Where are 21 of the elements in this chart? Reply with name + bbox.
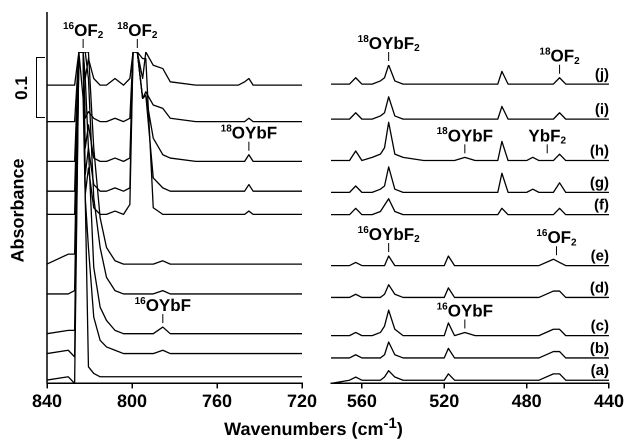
- legend-label: (e): [590, 248, 609, 265]
- series-label: (d): [590, 279, 609, 296]
- x-tick-label: 720: [286, 391, 318, 412]
- x-axis-title: Wavenumbers (cm$^{-1}$): [223, 414, 404, 439]
- series-label: (i): [594, 101, 609, 118]
- legend-label: (j): [594, 66, 609, 84]
- x-tick-label: 560: [346, 391, 377, 412]
- series-label: (b): [590, 340, 609, 357]
- x-tick-label: 520: [429, 391, 460, 412]
- series-label: (h): [590, 142, 609, 160]
- series-label: (f): [594, 196, 609, 214]
- y-axis-title: Absorbance: [8, 157, 28, 265]
- series-label: (a): [590, 362, 609, 380]
- x-tick-label: 480: [512, 391, 542, 412]
- x-tick-label: 440: [594, 391, 624, 412]
- text: 0.1: [12, 75, 32, 102]
- x-tick-label: 800: [116, 391, 148, 412]
- series-label: (c): [590, 318, 609, 335]
- series-label: (g): [590, 174, 609, 192]
- x-tick-label: 840: [32, 391, 62, 412]
- x-tick-label: 760: [202, 391, 232, 412]
